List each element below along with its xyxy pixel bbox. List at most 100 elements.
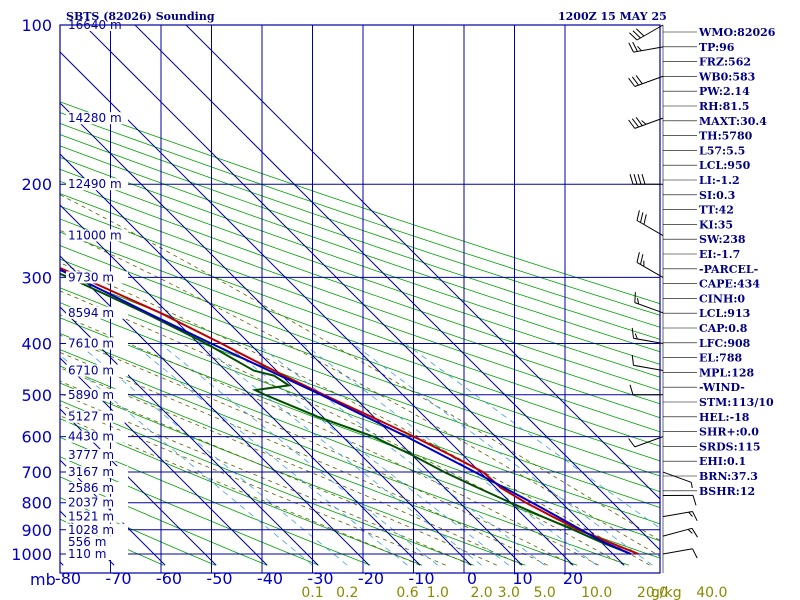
height-label: 2037 m: [68, 496, 114, 510]
mixing-ratio-line: [352, 343, 653, 566]
dry-adiabat-line: [60, 456, 319, 566]
isotherm-line: [60, 357, 268, 566]
height-label: 3167 m: [68, 465, 114, 479]
dry-adiabat-line: [60, 400, 474, 566]
axis-labels: 0.1 0.2 0.6 1.0 2.0 3.0 5.0 10.0 20.0 40.01002003…: [11, 16, 727, 600]
wind-barb-column: [628, 24, 698, 573]
wind-barb: [629, 24, 664, 41]
height-label: 1521 m: [68, 510, 114, 524]
temperature-tick-label: 10: [512, 569, 532, 588]
isotherm-line: [60, 102, 523, 566]
height-label: 110 m: [68, 547, 106, 561]
temperature-tick-label: -80: [55, 569, 81, 588]
temperature-tick-label: -10: [408, 569, 434, 588]
mixing-ratio-tick-label: 2.0: [470, 585, 492, 600]
pressure-tick-label: 800: [21, 494, 52, 513]
height-label: 8594 m: [68, 306, 114, 320]
index-value: SRDS:115: [699, 440, 761, 453]
pressure-tick-label: 300: [21, 268, 52, 287]
pressure-tick-label: 1000: [11, 545, 52, 564]
mixing-ratio-tick-label: 40.0: [696, 585, 727, 600]
wind-barb: [662, 494, 697, 506]
dry-adiabat-line: [60, 101, 660, 305]
height-label-bg: [66, 536, 128, 549]
height-label-bg: [66, 178, 128, 191]
index-value: PW:2.14: [699, 85, 750, 98]
pressure-unit-label: mb: [30, 570, 56, 589]
wind-barb: [662, 527, 698, 538]
dry-adiabat-line: [60, 245, 660, 462]
index-value: TH:5780: [699, 130, 753, 143]
mixing-ratio-tick-label: 3.0: [498, 585, 520, 600]
dry-adiabat-line: [60, 112, 660, 316]
index-value: MPL:128: [699, 366, 755, 379]
height-label-bg: [66, 481, 128, 494]
index-value: LFC:908: [699, 337, 751, 350]
index-value: CINH:0: [699, 292, 745, 305]
index-value: RH:81.5: [699, 100, 749, 113]
moist-adiabat-line: [60, 367, 523, 566]
mixing-ratio-tick-label: 0.1: [301, 585, 323, 600]
grid-lines: [60, 25, 660, 573]
wind-barb: [629, 384, 664, 396]
height-label: 1028 m: [68, 523, 114, 537]
dry-adiabat-line: [60, 418, 423, 566]
index-value: SHR+:0.0: [699, 426, 759, 439]
mixing-ratio-line: [405, 343, 660, 529]
wind-barb: [662, 511, 698, 522]
moist-adiabat-line: [60, 334, 574, 566]
dry-adiabat-line: [60, 272, 660, 493]
index-value: BRN:37.3: [699, 470, 758, 483]
index-value: -WIND-: [699, 381, 745, 394]
height-label-bg: [66, 548, 128, 560]
index-value: STM:113/10: [699, 396, 774, 409]
mixing-ratio-line: [132, 343, 408, 566]
index-value: CAPE:434: [699, 278, 760, 291]
temperature-tick-label: -40: [257, 569, 283, 588]
index-value: TT:42: [699, 204, 734, 217]
dry-adiabat-line: [60, 123, 660, 328]
temperature-tick-label: -30: [307, 569, 333, 588]
index-value: WB0:583: [698, 70, 755, 83]
wind-barb: [631, 327, 664, 344]
wind-barb: [634, 292, 664, 314]
moist-adiabat-line: [60, 229, 660, 557]
wind-barb: [629, 174, 664, 185]
height-label-bg: [66, 388, 128, 401]
height-label-bg: [66, 449, 128, 461]
wind-barb: [628, 75, 664, 87]
index-value: BSHR:12: [699, 485, 755, 498]
index-value: CAP:0.8: [699, 322, 748, 335]
height-label-bg: [66, 337, 128, 350]
height-label-bg: [66, 510, 128, 523]
dry-adiabat-line: [60, 436, 371, 566]
height-label-bg: [66, 410, 128, 423]
dry-adiabat-line: [60, 205, 660, 419]
pressure-tick-label: 400: [21, 335, 52, 354]
index-value: HEL:-18: [699, 411, 750, 424]
height-label-bg: [66, 229, 128, 242]
dry-adiabat-line: [60, 218, 660, 433]
index-value: FRZ:562: [699, 56, 751, 69]
height-label: 556 m: [68, 535, 106, 549]
wind-barb: [636, 210, 664, 236]
moist-adiabat-line: [60, 314, 599, 566]
mixing-ratio-tick-label: 0.2: [336, 585, 358, 600]
index-value: SI:0.3: [699, 189, 735, 202]
height-label: 3777 m: [68, 448, 114, 462]
sounding-traces: [60, 266, 639, 555]
dry-adiabat-line: [60, 231, 660, 447]
dry-adiabat-line: [60, 317, 660, 542]
isotherm-line: [60, 51, 574, 566]
temperature-tick-label: 20: [563, 569, 583, 588]
mixing-ratio-tick-label: 5.0: [534, 585, 556, 600]
index-value: EHI:0.1: [699, 455, 746, 468]
height-label: 7610 m: [68, 337, 114, 351]
temperature-tick-label: -20: [358, 569, 384, 588]
pressure-tick-label: 100: [21, 16, 52, 35]
moist-adiabat-line: [60, 380, 497, 566]
moist-adiabat-line: [60, 352, 548, 566]
